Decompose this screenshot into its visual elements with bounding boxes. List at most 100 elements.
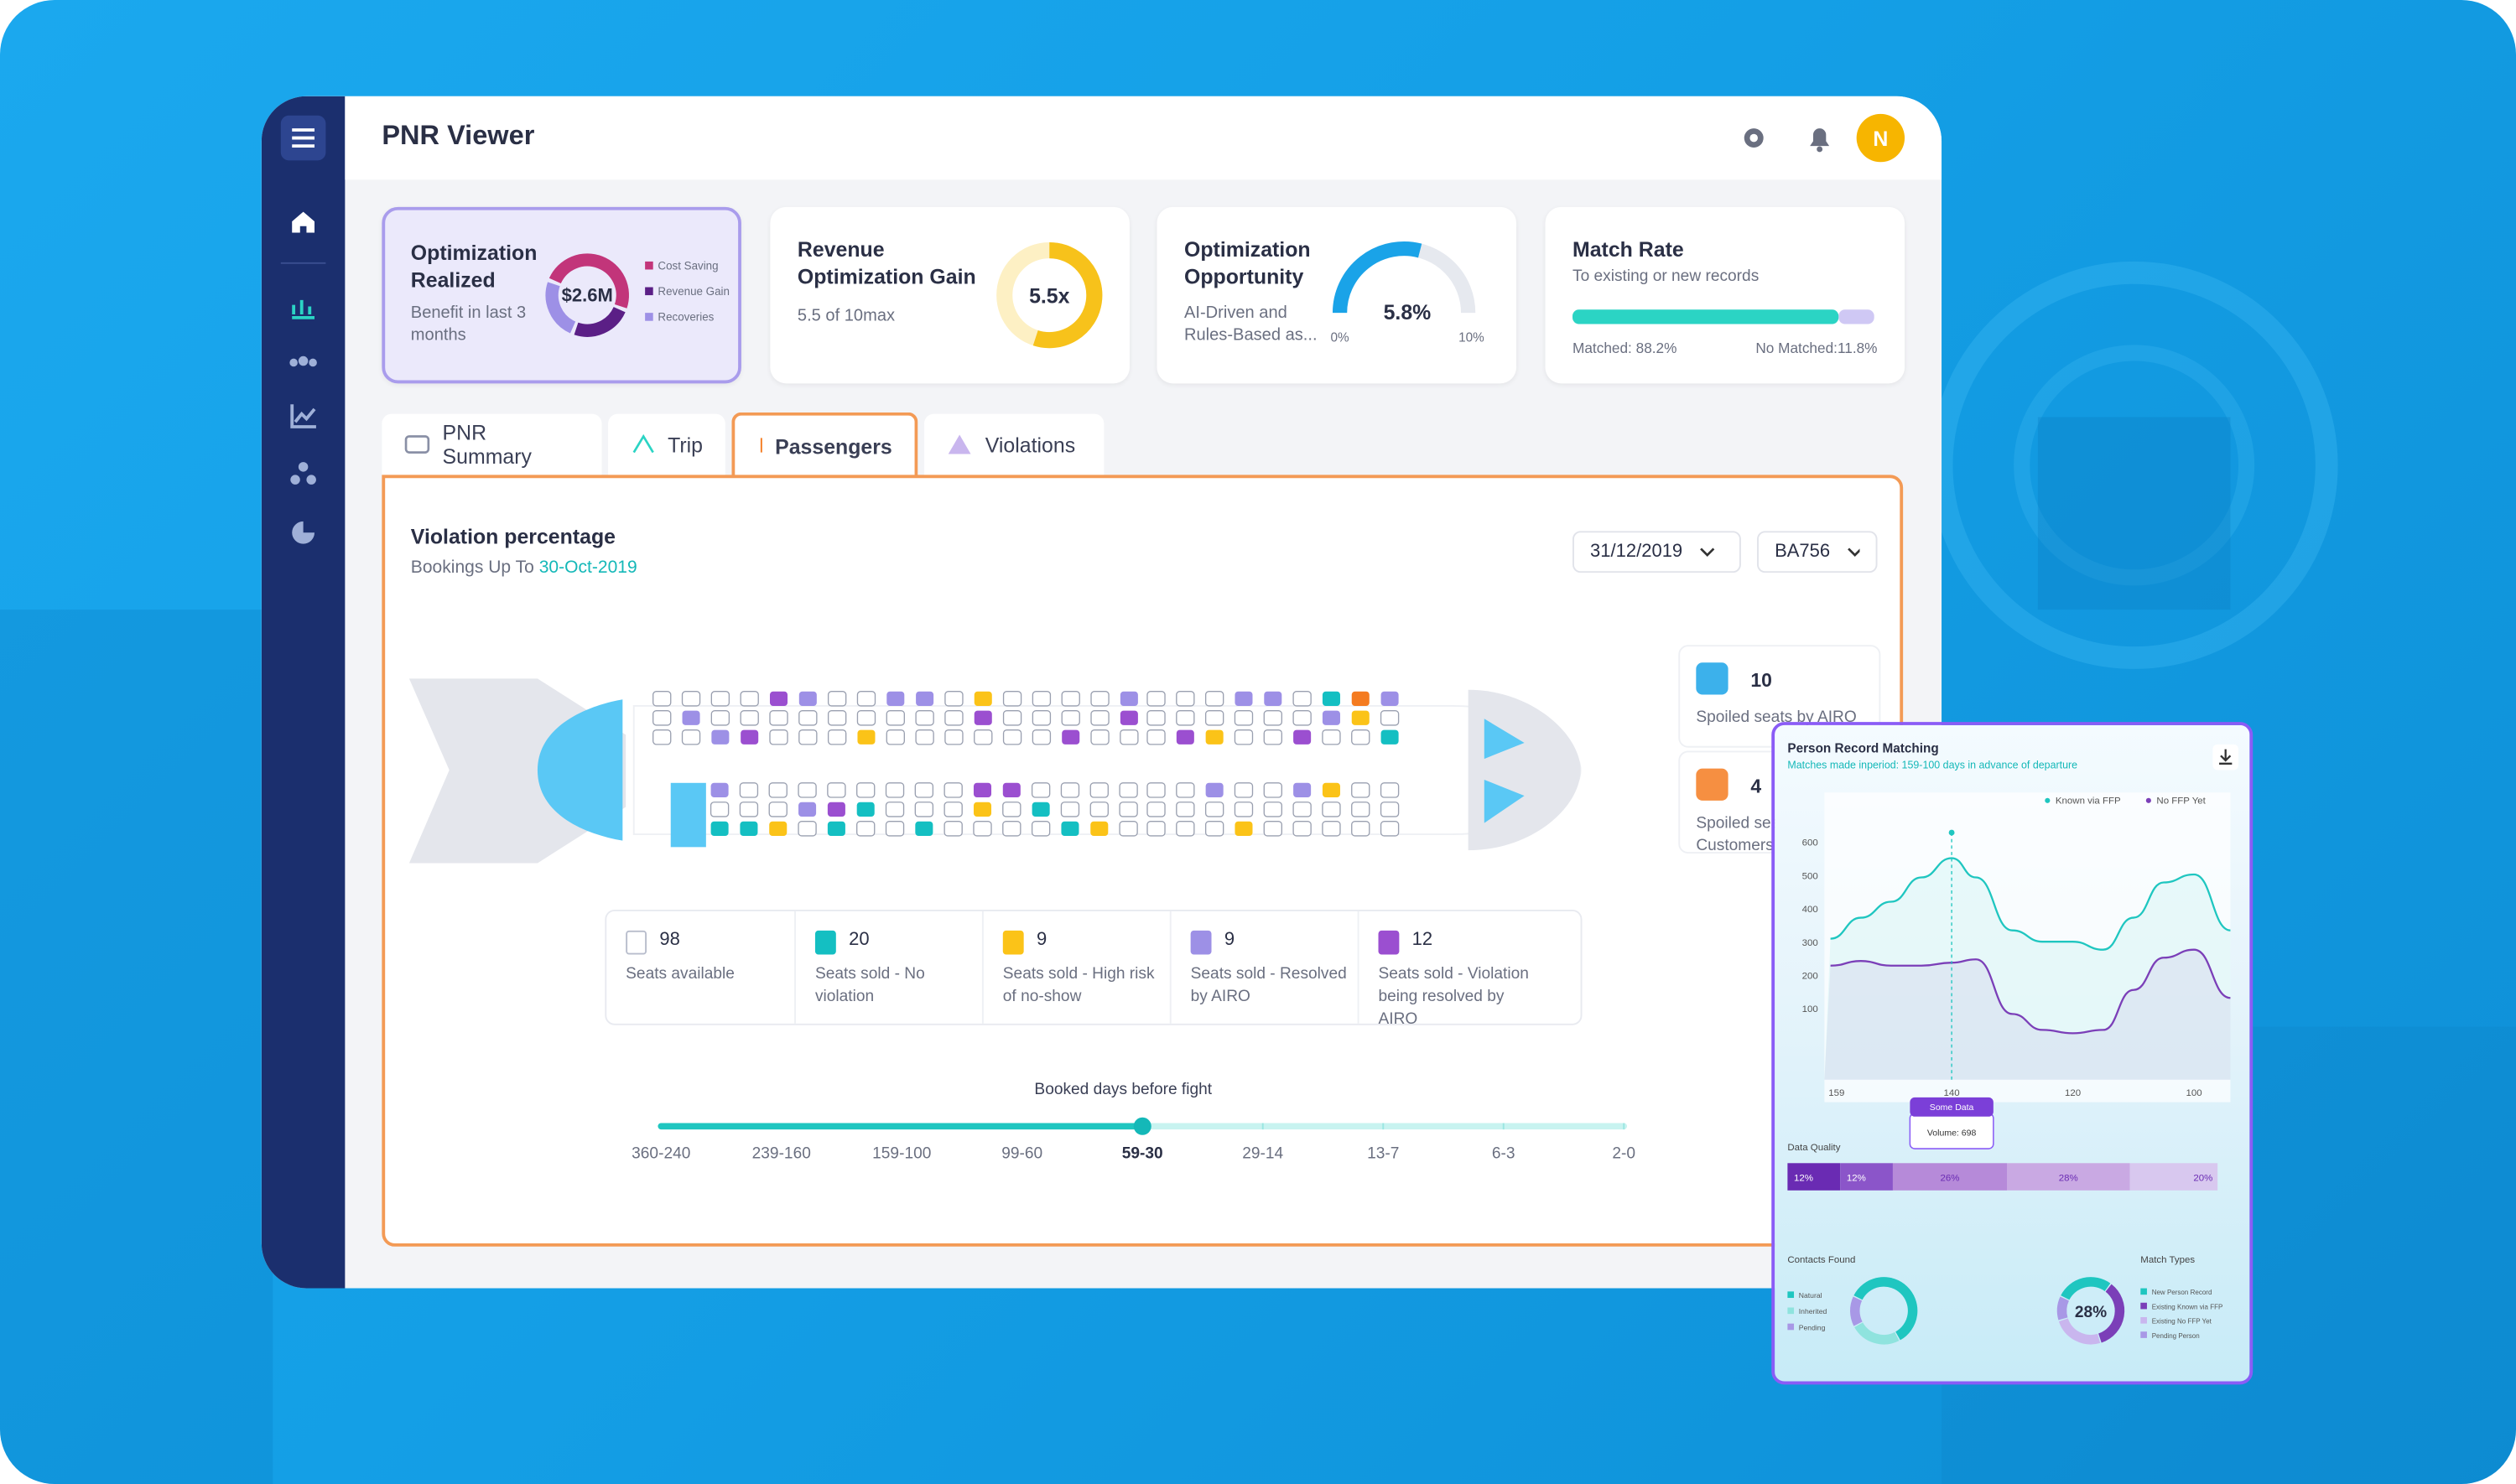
legend-label: Pending — [1799, 1323, 1826, 1331]
seat — [1119, 821, 1138, 837]
nose-seat — [1484, 719, 1525, 760]
person-record-popup: Person Record Matching Matches made inpe… — [1771, 722, 2253, 1385]
legend-count: 20 — [849, 930, 870, 950]
tab-label: Violations — [985, 432, 1076, 457]
seat — [1351, 710, 1370, 725]
users-icon[interactable] — [298, 355, 309, 366]
decor-ring — [2014, 345, 2255, 586]
seat — [944, 729, 964, 745]
legend-item: 9 Seats sold - Resolved by AIRO — [1169, 911, 1359, 1024]
seat — [1204, 821, 1224, 837]
quality-label: 12% — [1847, 1173, 1866, 1183]
quality-label: 26% — [1940, 1173, 1959, 1183]
kpi-subtitle: To existing or new records — [1572, 267, 1760, 286]
legend-label: New Person Record — [2152, 1289, 2212, 1296]
seat — [1205, 729, 1224, 745]
analytics-icon[interactable] — [292, 299, 315, 319]
seat — [1090, 691, 1110, 707]
users-icon — [289, 358, 298, 367]
arc-value — [1332, 241, 1422, 314]
seat — [1322, 729, 1341, 745]
kpi-card: Match Rate To existing or new records Ma… — [1545, 206, 1905, 384]
seat — [1032, 802, 1050, 817]
seat — [1061, 710, 1080, 726]
seat — [827, 710, 847, 726]
seat — [652, 710, 672, 726]
avatar[interactable]: N — [1856, 113, 1905, 163]
seat — [769, 729, 788, 745]
network-icon[interactable] — [298, 462, 309, 472]
quality-segment — [2006, 1163, 2130, 1191]
match-bar — [1572, 309, 1874, 324]
seat — [856, 802, 875, 817]
legend-label: Cost Saving — [658, 259, 718, 272]
popup-subtitle: Matches made inperiod: 159-100 days in a… — [1787, 760, 2078, 772]
seat — [1120, 729, 1139, 745]
chevron — [1847, 547, 1860, 557]
download-button[interactable] — [2212, 744, 2239, 771]
popup-title: Person Record Matching — [1787, 741, 1939, 756]
x-tick-label: 159 — [1828, 1088, 1844, 1098]
seat — [710, 782, 729, 798]
seat — [885, 821, 905, 837]
legend-label: Inherited — [1799, 1307, 1827, 1315]
quality-segment — [1787, 1163, 1841, 1191]
settings-icon[interactable] — [1741, 119, 1789, 158]
rear-cabin — [537, 699, 623, 841]
seat — [740, 691, 759, 707]
pie-icon[interactable] — [292, 521, 315, 544]
date-dropdown[interactable]: 31/12/2019 — [1572, 531, 1741, 573]
seat — [886, 710, 905, 726]
seat — [1264, 691, 1282, 706]
top-bar: PNR Viewer N — [345, 96, 1942, 180]
seat — [1263, 802, 1282, 817]
slider-label-active: 59-30 — [1122, 1145, 1163, 1163]
tab-label: Passengers — [775, 433, 892, 459]
seat — [827, 782, 846, 798]
legend-swatch — [645, 313, 653, 321]
slider-label: 99-60 — [1001, 1145, 1042, 1163]
series-area — [1824, 949, 2231, 1080]
menu-icon — [292, 128, 315, 148]
kpi-title: Revenue Optimization Gain — [797, 237, 976, 289]
legend-swatch — [2140, 1288, 2147, 1295]
legend-swatch — [645, 261, 653, 270]
download-icon — [2219, 749, 2233, 765]
donut-segment — [2056, 1296, 2070, 1321]
tab[interactable]: Violations — [924, 413, 1105, 475]
seat — [1002, 710, 1022, 726]
seat — [1234, 802, 1254, 817]
seat — [1205, 782, 1224, 798]
match-bar-unmatched — [1838, 309, 1874, 324]
kpi-arc: 5.8% 0% 10% — [1331, 241, 1484, 345]
tab[interactable]: Trip — [608, 413, 725, 475]
notifications-icon[interactable] — [1804, 119, 1852, 158]
days-slider[interactable]: 360-240 239-160 159-100 99-60 59-30 29-14 13-7… — [610, 1110, 1669, 1175]
seat — [1293, 782, 1312, 798]
seat — [1031, 821, 1051, 837]
legend-label: Known via FFP — [2056, 796, 2121, 807]
decor-panel — [0, 610, 273, 1484]
home-icon[interactable] — [292, 211, 315, 233]
seat — [1119, 802, 1138, 817]
quality-label: 28% — [2059, 1173, 2078, 1183]
seat — [1146, 691, 1166, 707]
seat — [827, 729, 847, 745]
chart-icon[interactable] — [290, 404, 316, 428]
seat — [1234, 710, 1254, 726]
seat — [914, 782, 934, 798]
kpi-title: Optimization Realized — [410, 241, 538, 293]
flight-dropdown[interactable]: BA756 — [1757, 531, 1878, 573]
seat — [1176, 710, 1195, 726]
legend-swatch — [1787, 1291, 1795, 1299]
seat — [1032, 710, 1052, 726]
tab-active[interactable]: Passengers — [731, 412, 918, 477]
seat — [1380, 729, 1399, 745]
panel-subtitle: Bookings Up To 30-Oct-2019 — [411, 557, 637, 579]
tab[interactable]: PNR Summary — [382, 413, 602, 475]
seat — [652, 691, 672, 707]
slider-label: 239-160 — [752, 1145, 811, 1163]
seat — [1292, 821, 1312, 837]
seat — [1119, 782, 1138, 798]
